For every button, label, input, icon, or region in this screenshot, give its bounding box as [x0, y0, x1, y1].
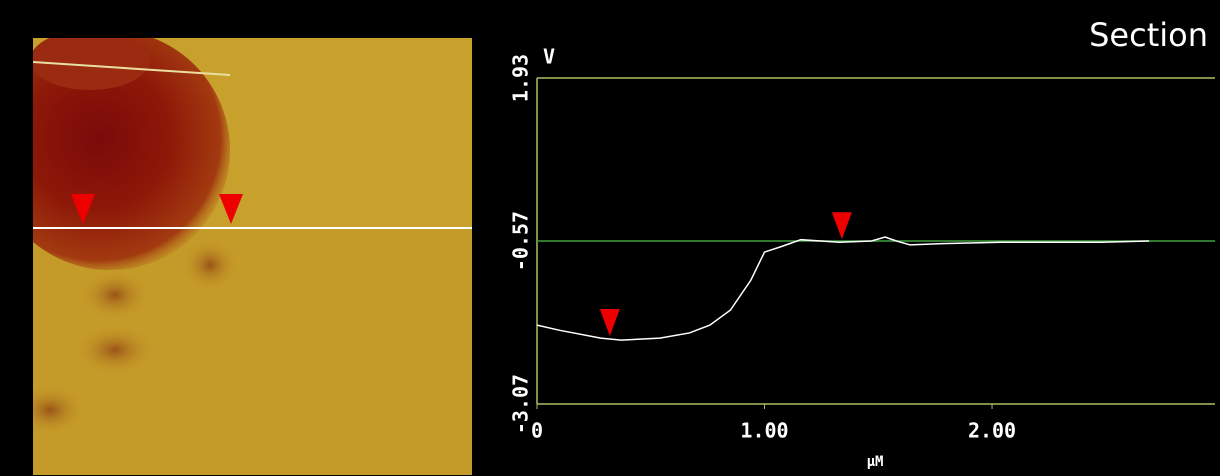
afm-image	[0, 30, 472, 475]
chart-title: Section	[1089, 16, 1208, 54]
cursor-marker	[832, 212, 852, 239]
screen: Section V µM -3.07 -0.57 1.93 0 1.00 2.00	[0, 0, 1220, 476]
line	[537, 237, 1149, 340]
y-tick-label: -0.57	[509, 211, 533, 271]
y-axis-label: V	[543, 45, 555, 69]
y-tick-label: -3.07	[509, 374, 533, 434]
page: Section V µM -3.07-0.571.9301.002.00 (()…	[0, 0, 1220, 476]
x-tick-label: 1.00	[740, 419, 788, 443]
cursor-marker	[600, 309, 620, 336]
x-tick-label: 0	[531, 419, 543, 443]
x-axis-label: µM	[867, 454, 884, 470]
y-tick-label: 1.93	[509, 54, 533, 102]
x-tick-label: 2.00	[968, 419, 1016, 443]
